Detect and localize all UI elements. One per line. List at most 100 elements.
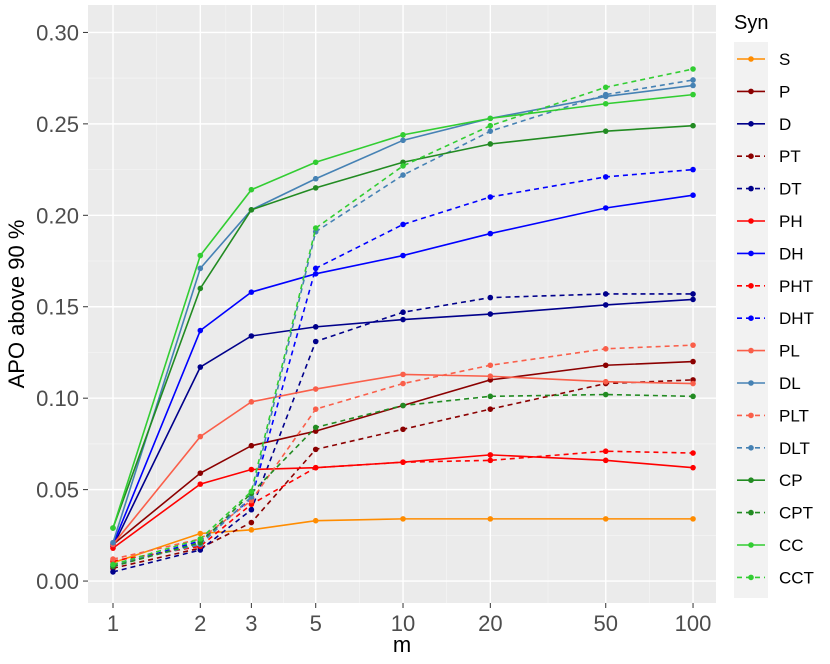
legend-label: CPT	[779, 504, 813, 523]
legend-key-point	[748, 412, 754, 419]
data-point	[312, 159, 319, 166]
legend-key-point	[748, 283, 754, 289]
data-point	[248, 442, 255, 449]
legend-label: PHT	[779, 277, 813, 296]
data-point	[400, 316, 406, 323]
legend-key-point	[748, 445, 754, 451]
data-point	[197, 530, 204, 537]
data-point	[690, 380, 696, 387]
data-point	[690, 122, 696, 129]
legend-key-point	[748, 509, 754, 516]
legend-item-cct: CCT	[737, 568, 814, 587]
x-tick-label: 5	[310, 611, 322, 636]
data-point	[312, 175, 319, 182]
data-point	[487, 373, 494, 380]
legend-key-point	[748, 153, 754, 159]
series-line	[112, 450, 694, 562]
data-point	[197, 433, 204, 440]
x-tick-label: 100	[675, 611, 712, 636]
data-point	[312, 386, 319, 392]
y-axis-ticks: 0.00 0.05 0.10 0.15 0.20 0.25 0.30	[36, 20, 88, 594]
data-point	[487, 393, 494, 400]
legend-label: S	[779, 50, 790, 69]
y-tick-label: 0.25	[36, 112, 79, 137]
data-point	[602, 84, 609, 91]
data-point	[248, 466, 255, 473]
data-point	[248, 488, 255, 495]
x-axis-ticks: 1 2 3 5 10 20 50 100	[107, 603, 712, 636]
series-pl	[110, 371, 696, 548]
data-point	[602, 302, 609, 308]
data-point	[400, 459, 406, 465]
data-point	[690, 66, 696, 72]
series-line	[112, 93, 694, 529]
y-tick-label: 0.10	[36, 386, 79, 411]
data-point	[312, 464, 319, 471]
legend-key-point	[748, 574, 754, 581]
data-point	[690, 291, 696, 297]
data-point	[110, 561, 116, 568]
y-tick-label: 0.30	[36, 20, 79, 45]
legend-label: DH	[779, 244, 804, 263]
data-point	[602, 291, 609, 297]
data-point	[400, 252, 406, 259]
data-point	[312, 424, 319, 431]
legend-item-plt: PLT	[737, 406, 809, 425]
data-point	[197, 252, 204, 259]
data-point	[248, 289, 255, 295]
legend-key-point	[748, 380, 754, 386]
series-line	[112, 373, 694, 545]
data-point	[602, 448, 609, 455]
data-point	[197, 481, 204, 487]
data-point	[400, 137, 406, 144]
series-cc	[110, 91, 696, 531]
data-point	[312, 517, 319, 524]
data-point	[602, 362, 609, 369]
legend-label: CCT	[779, 568, 814, 587]
legend-label: PL	[779, 342, 800, 361]
data-point	[248, 186, 255, 193]
series-line	[112, 393, 694, 568]
legend-item-dl: DL	[737, 374, 801, 393]
data-point	[197, 265, 204, 272]
data-point	[487, 311, 494, 317]
legend-label: PH	[779, 212, 803, 231]
series-line	[112, 79, 694, 566]
legend-label: D	[779, 115, 791, 134]
y-tick-label: 0.20	[36, 203, 79, 228]
legend-item-dh: DH	[737, 244, 804, 263]
data-point	[400, 380, 406, 387]
data-point	[602, 378, 609, 385]
data-point	[602, 346, 609, 352]
legend-item-cc: CC	[737, 536, 804, 555]
legend-label: CP	[779, 471, 803, 490]
series-line	[112, 293, 694, 573]
data-point	[690, 166, 696, 173]
y-axis-title: APO above 90 %	[4, 220, 29, 389]
data-point	[248, 519, 255, 526]
data-point	[602, 457, 609, 464]
data-point	[602, 91, 609, 98]
data-point	[110, 569, 116, 575]
data-point	[312, 338, 319, 345]
data-point	[400, 163, 406, 169]
legend-item-dlt: DLT	[737, 439, 810, 458]
data-point	[400, 516, 406, 522]
data-point	[602, 100, 609, 107]
legend-label: PLT	[779, 406, 809, 425]
legend-key-point	[748, 477, 754, 484]
legend-key-point	[748, 88, 754, 95]
legend: SPD PT DT PH DH PHT DHT PL DL PLT DLT CP CPT CC CCT	[737, 50, 814, 587]
legend-key-point	[748, 121, 754, 127]
data-point	[197, 285, 204, 292]
legend-item-d: D	[737, 115, 791, 134]
data-point	[487, 141, 494, 147]
data-point	[487, 452, 494, 458]
series-lines	[110, 66, 696, 575]
data-point	[690, 342, 696, 348]
legend-key-point	[748, 542, 754, 548]
y-tick-label: 0.05	[36, 478, 79, 503]
x-tick-label: 2	[194, 611, 206, 636]
data-point	[110, 556, 116, 562]
